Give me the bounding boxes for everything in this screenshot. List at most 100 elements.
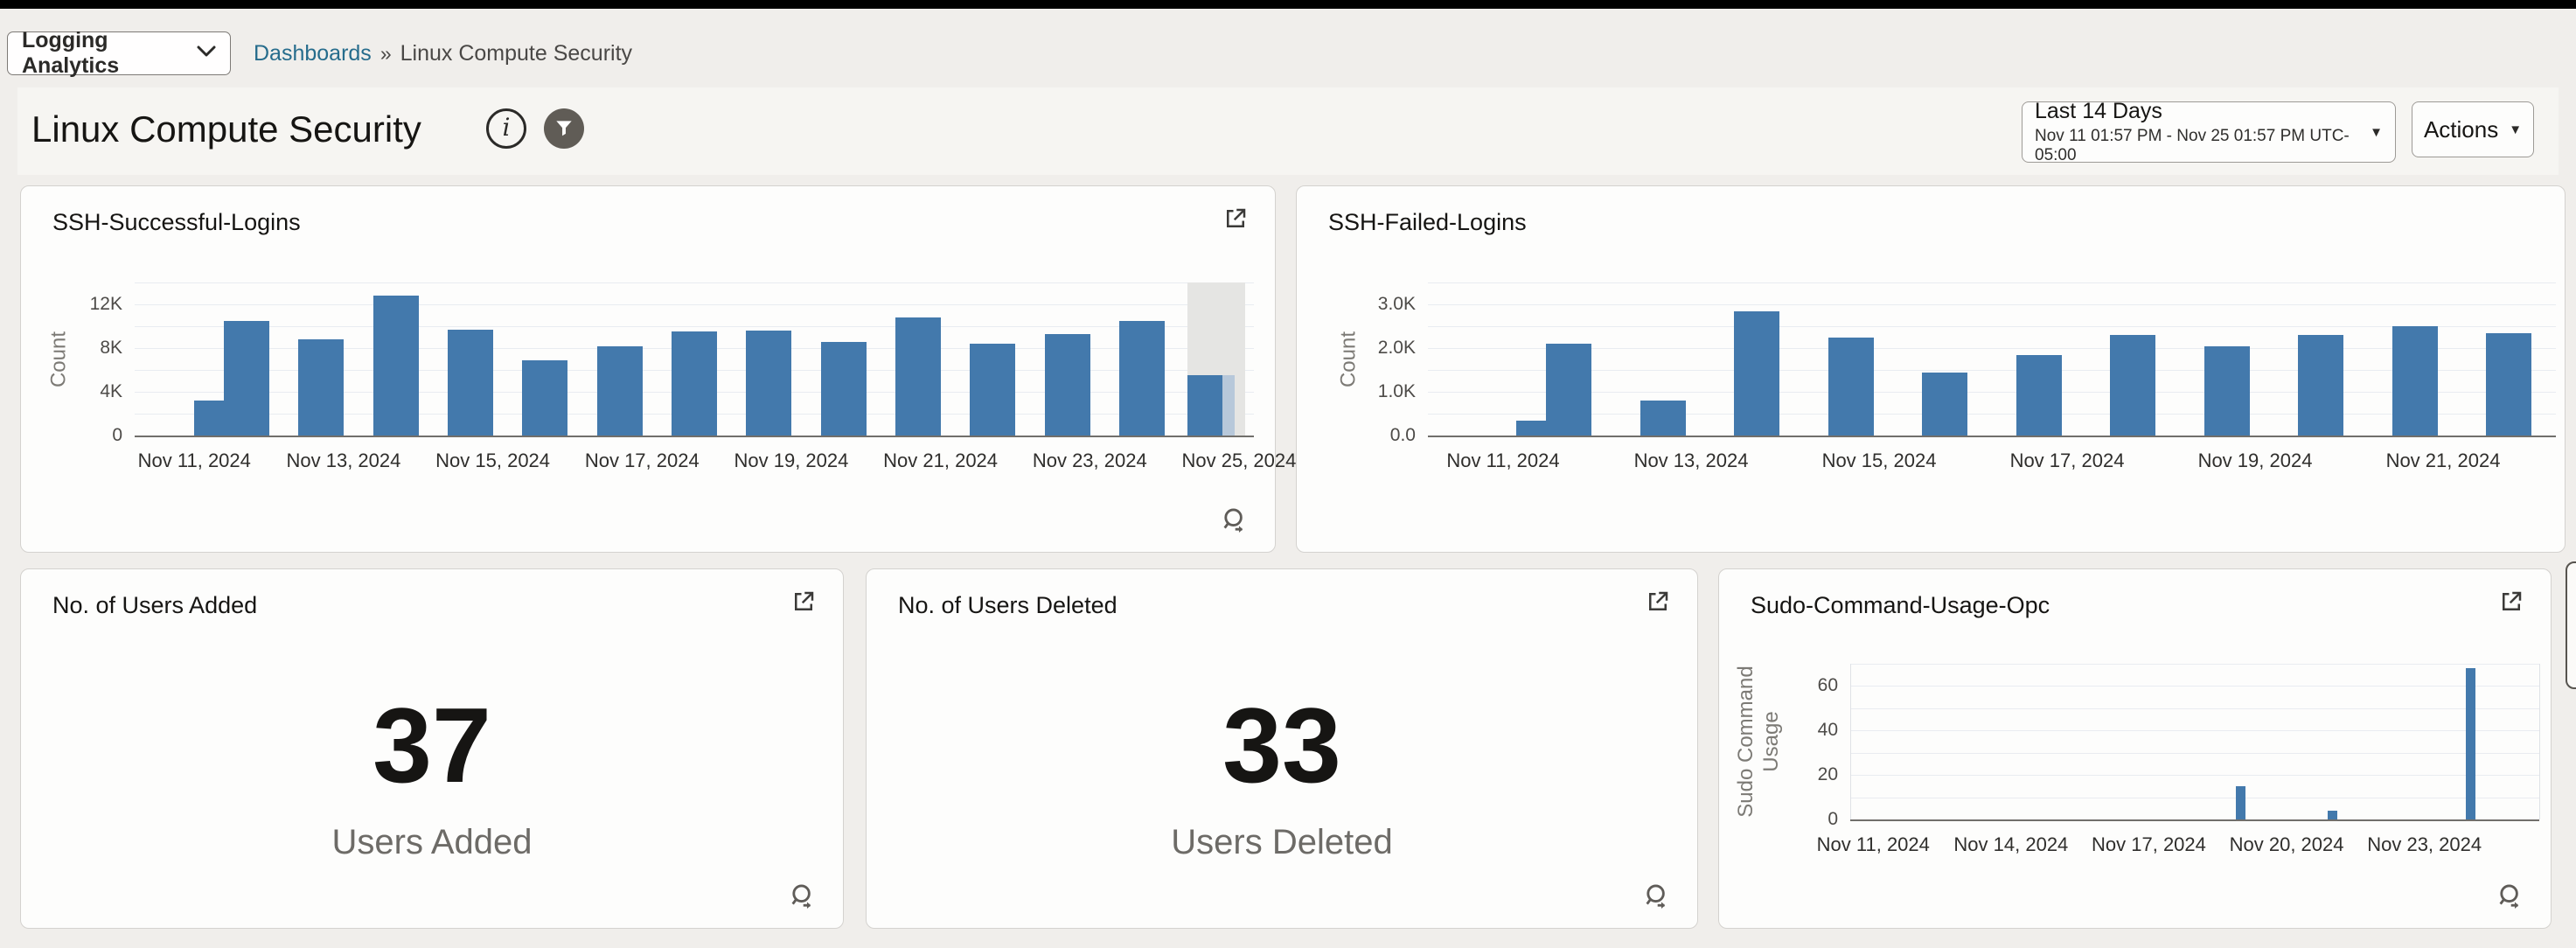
- gridline: [1850, 752, 2539, 754]
- open-in-log-search-icon[interactable]: [1641, 882, 1673, 914]
- open-in-new-window-icon[interactable]: [1222, 206, 1249, 232]
- open-in-log-search-icon[interactable]: [2495, 882, 2526, 914]
- filter-icon[interactable]: [544, 108, 584, 149]
- widget-title: No. of Users Deleted: [898, 592, 1117, 618]
- bar[interactable]: [2486, 332, 2532, 436]
- chart-ssh-failed-logins: Count 0.0 1.0K 2.0K 3.0K Nov 11, 2024 Nov 13, …: [1297, 186, 2565, 552]
- y-tick-label: 8K: [100, 338, 122, 358]
- widget-users-deleted: No. of Users Deleted 33 Users Deleted: [866, 568, 1698, 929]
- y-tick-label: 0: [112, 425, 122, 445]
- widget-sudo-command-usage: Sudo-Command-Usage-Opc Sudo Command Usag…: [1718, 568, 2552, 929]
- breadcrumb-current: Linux Compute Security: [400, 40, 633, 66]
- header-row: Logging Analytics Dashboards » Linux Com…: [0, 9, 2576, 86]
- bar[interactable]: [895, 317, 941, 436]
- bar[interactable]: [1734, 310, 1780, 436]
- info-icon[interactable]: i: [486, 108, 526, 149]
- gridline: [1850, 686, 2539, 687]
- x-tick-label: Nov 23, 2024: [2367, 833, 2482, 855]
- gridline: [1850, 708, 2539, 709]
- bar[interactable]: [372, 296, 419, 436]
- gridline: [1428, 326, 2556, 327]
- plot-right-edge: [2539, 664, 2540, 819]
- breadcrumb: Dashboards » Linux Compute Security: [254, 31, 632, 75]
- open-in-new-window-icon[interactable]: [790, 589, 817, 615]
- bar[interactable]: [2016, 354, 2062, 436]
- bar[interactable]: [1828, 337, 1874, 436]
- widget-title: No. of Users Added: [52, 592, 258, 618]
- bar[interactable]: [448, 329, 493, 436]
- x-tick-label: Nov 21, 2024: [883, 450, 999, 471]
- actions-button[interactable]: Actions ▼: [2412, 101, 2534, 157]
- window-top-bar: [0, 0, 2576, 9]
- chart-sudo-command-usage: Sudo Command Usage 0 20 40 60 Nov 11, 2024 Nov…: [1719, 569, 2551, 928]
- widget-title: Sudo-Command-Usage-Opc: [1751, 592, 2050, 618]
- bar[interactable]: [672, 331, 717, 436]
- x-tick-label: Nov 15, 2024: [435, 450, 551, 471]
- x-tick-label: Nov 19, 2024: [734, 450, 849, 471]
- bar[interactable]: [746, 331, 792, 436]
- bar[interactable]: [298, 339, 345, 436]
- x-tick-label: Nov 13, 2024: [286, 450, 401, 471]
- bar[interactable]: [1119, 320, 1165, 436]
- x-axis-line: [135, 436, 1254, 437]
- bar[interactable]: [2392, 326, 2438, 436]
- y-tick-label: 12K: [89, 294, 122, 314]
- bar[interactable]: [2465, 668, 2475, 819]
- bar[interactable]: [596, 345, 643, 436]
- kpi-value: 33: [1222, 686, 1341, 805]
- bar[interactable]: [1640, 401, 1686, 436]
- gridline: [135, 304, 1254, 305]
- y-tick-label: 0.0: [1389, 425, 1416, 445]
- open-in-new-window-icon[interactable]: [2498, 589, 2524, 615]
- kpi-value: 37: [372, 686, 491, 805]
- bar[interactable]: [224, 320, 269, 436]
- bar[interactable]: [2328, 810, 2338, 819]
- chart-ssh-successful-logins: Count 0 4K 8K 12K Nov 11, 2024 Nov 13, 2024 Nov…: [21, 186, 1296, 552]
- gridline: [1850, 775, 2539, 777]
- gridline: [1428, 282, 2556, 283]
- y-tick-label: 60: [1817, 675, 1838, 696]
- bar[interactable]: [820, 341, 867, 436]
- gridline: [1428, 370, 2556, 371]
- bar[interactable]: [194, 401, 224, 436]
- bar-partial[interactable]: [1222, 375, 1236, 436]
- bar[interactable]: [2298, 335, 2344, 436]
- bar[interactable]: [1922, 372, 1968, 436]
- caret-down-icon: ▼: [2509, 122, 2523, 137]
- x-tick-label: Nov 23, 2024: [1032, 450, 1147, 471]
- x-tick-label: Nov 14, 2024: [1953, 833, 2069, 855]
- bar[interactable]: [522, 359, 568, 436]
- open-in-log-search-icon[interactable]: [787, 882, 818, 914]
- caret-down-icon: ▼: [2370, 124, 2383, 140]
- breadcrumb-separator: »: [379, 41, 392, 65]
- y-tick-label: 2.0K: [1377, 338, 1416, 358]
- bar[interactable]: [970, 344, 1016, 436]
- service-selector[interactable]: Logging Analytics: [7, 28, 231, 78]
- y-tick-label: 4K: [100, 381, 122, 401]
- gridline: [1850, 664, 2539, 665]
- bar[interactable]: [2110, 335, 2156, 436]
- bar[interactable]: [1546, 344, 1592, 436]
- open-in-log-search-icon[interactable]: [1219, 506, 1250, 538]
- kpi-label: Users Added: [331, 823, 533, 861]
- x-tick-label: Nov 11, 2024: [1446, 450, 1560, 471]
- breadcrumb-link-dashboards[interactable]: Dashboards: [254, 40, 372, 66]
- open-in-new-window-icon[interactable]: [1645, 589, 1671, 615]
- bar[interactable]: [1187, 375, 1223, 436]
- widget-ssh-successful-logins: SSH-Successful-Logins Count 0 4K 8K 12K Nov 1…: [20, 185, 1296, 553]
- y-tick-label: 3.0K: [1377, 294, 1416, 314]
- actions-label: Actions: [2423, 115, 2499, 143]
- gridline: [1850, 730, 2539, 732]
- y-tick-label: 40: [1817, 720, 1838, 741]
- x-tick-label: Nov 13, 2024: [1633, 450, 1749, 471]
- bar[interactable]: [2204, 345, 2250, 436]
- bar[interactable]: [2236, 785, 2246, 819]
- bar[interactable]: [1516, 420, 1547, 436]
- x-tick-label: Nov 20, 2024: [2229, 833, 2344, 855]
- vertical-scrollbar-thumb[interactable]: [2566, 561, 2576, 689]
- time-range-selector[interactable]: Last 14 Days Nov 11 01:57 PM - Nov 25 01…: [2022, 99, 2396, 164]
- x-tick-label: Nov 17, 2024: [2009, 450, 2125, 471]
- bar[interactable]: [1044, 333, 1090, 436]
- y-tick-label: 0: [1828, 809, 1838, 829]
